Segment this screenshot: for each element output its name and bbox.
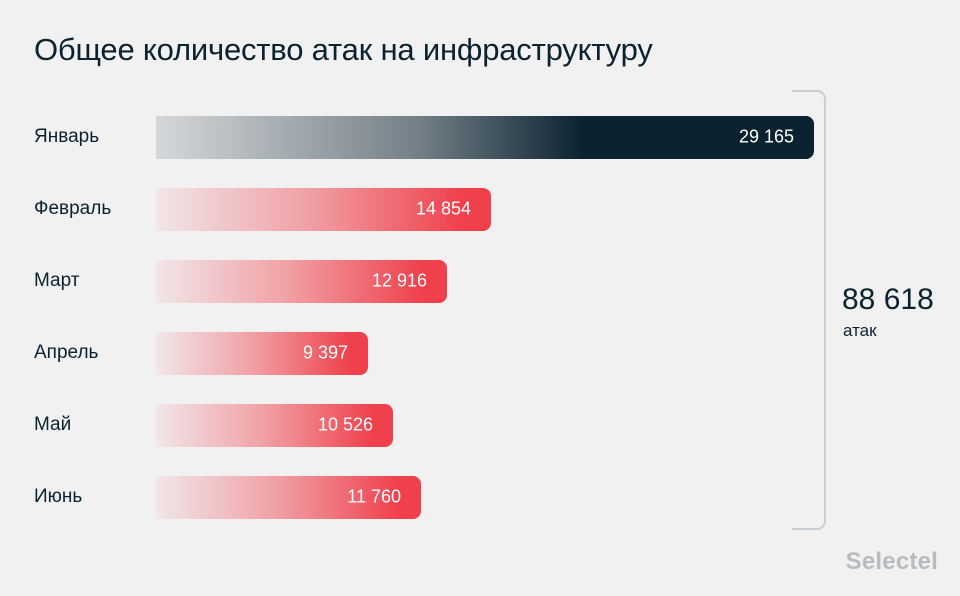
category-label: Май xyxy=(34,414,72,435)
category-label: Март xyxy=(34,270,80,291)
bar: 9 397 xyxy=(156,331,368,375)
bar: 11 760 xyxy=(156,475,421,519)
total-bracket xyxy=(792,90,826,530)
bar-value-label: 12 916 xyxy=(371,270,427,291)
total-value: 88 618 xyxy=(842,283,934,316)
category-label: Апрель xyxy=(34,342,99,363)
bar: 14 854 xyxy=(156,187,491,231)
bar-value-label: 11 760 xyxy=(347,486,401,507)
total-unit: атак xyxy=(843,321,877,340)
category-label: Февраль xyxy=(34,198,112,219)
bar-value-label: 14 854 xyxy=(415,198,471,219)
bar: 12 916 xyxy=(156,259,447,303)
bar-value-label: 10 526 xyxy=(317,414,373,435)
category-label: Июнь xyxy=(34,486,83,507)
bar: 10 526 xyxy=(156,403,393,447)
brand-logo: Selectel xyxy=(845,548,938,575)
bar: 29 165 xyxy=(156,115,814,159)
bar-value-label: 9 397 xyxy=(302,342,348,363)
category-label: Январь xyxy=(34,126,100,147)
bar-value-label: 29 165 xyxy=(738,126,794,147)
chart-title: Общее количество атак на инфраструктуру xyxy=(34,32,653,67)
